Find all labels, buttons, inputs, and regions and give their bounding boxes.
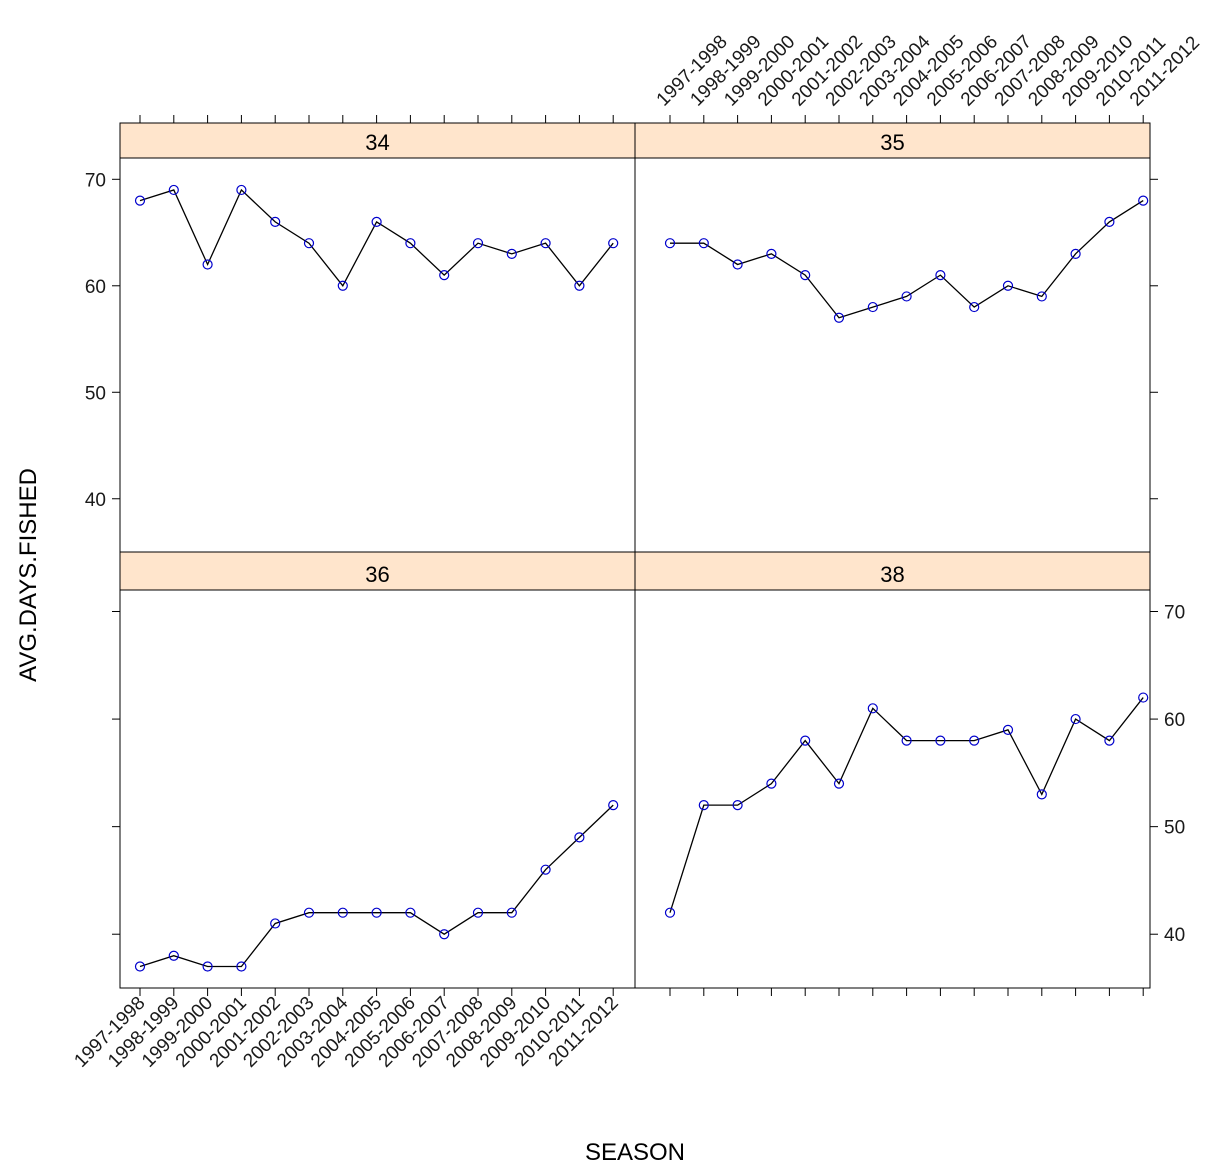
plot-frame-35 — [634, 157, 1151, 553]
y-tick-label-left-70: 70 — [85, 170, 106, 191]
data-point-35-2001-2002 — [800, 270, 811, 281]
data-point-34-1999-2000 — [202, 259, 213, 270]
series-line-34 — [139, 188, 614, 287]
y-tick-label-right-70: 70 — [1164, 603, 1185, 624]
data-point-35-1998-1999 — [698, 238, 709, 249]
data-point-36-2003-2004 — [337, 907, 348, 918]
panel-35: 35 — [634, 122, 1151, 553]
data-point-35-1997-1998 — [664, 238, 676, 249]
data-point-36-2006-2007 — [439, 929, 450, 940]
y-tick-label-right-60: 60 — [1164, 710, 1185, 731]
data-point-35-2006-2007 — [969, 301, 980, 313]
data-point-38-2009-2010 — [1070, 713, 1081, 725]
data-point-34-1998-1999 — [168, 184, 179, 196]
strip-label-38: 38 — [880, 562, 904, 587]
data-point-36-2001-2002 — [270, 918, 281, 929]
strip-label-35: 35 — [880, 130, 904, 155]
data-point-34-2000-2001 — [236, 184, 247, 196]
data-point-38-2010-2011 — [1104, 735, 1115, 746]
data-point-35-2005-2006 — [935, 270, 946, 281]
y-tick-label-left-40: 40 — [85, 490, 106, 511]
data-point-36-2004-2005 — [371, 907, 382, 918]
data-point-35-2009-2010 — [1070, 248, 1081, 259]
data-point-36-2000-2001 — [236, 961, 247, 972]
data-point-38-2003-2004 — [867, 703, 878, 714]
strip-35 — [634, 122, 1151, 159]
panel-34: 34 — [119, 122, 636, 553]
data-point-35-2003-2004 — [867, 301, 878, 313]
series-line-35 — [670, 200, 1144, 319]
strip-38 — [634, 551, 1151, 591]
data-point-36-2010-2011 — [574, 832, 585, 843]
data-point-38-2001-2002 — [800, 735, 811, 746]
data-point-36-2009-2010 — [540, 864, 551, 875]
data-point-35-2008-2009 — [1036, 291, 1047, 302]
data-point-34-2004-2005 — [371, 216, 382, 227]
y-tick-label-right-40: 40 — [1164, 925, 1185, 946]
y-tick-label-left-50: 50 — [85, 383, 106, 404]
data-point-34-2011-2012 — [608, 238, 619, 249]
data-point-38-2000-2001 — [766, 778, 777, 789]
panel-36: 36 — [119, 551, 636, 989]
data-point-38-2002-2003 — [833, 778, 845, 789]
data-point-34-2002-2003 — [303, 238, 315, 249]
data-point-38-2008-2009 — [1036, 789, 1047, 800]
ticks-layer: 40405050606070701997-19981997-19981998-1… — [70, 31, 1204, 1072]
data-point-36-2011-2012 — [608, 800, 619, 811]
y-tick-label-left-60: 60 — [85, 277, 106, 298]
data-point-36-1999-2000 — [202, 961, 213, 972]
panel-38: 38 — [634, 551, 1151, 989]
data-point-34-2010-2011 — [574, 280, 585, 291]
data-point-38-2007-2008 — [1002, 724, 1014, 735]
data-point-36-1998-1999 — [168, 950, 179, 961]
plot-frame-38 — [634, 589, 1151, 989]
panels-layer: 34 35 36 38 — [119, 122, 1151, 989]
series-line-38 — [669, 697, 1144, 913]
data-point-35-2002-2003 — [833, 312, 845, 323]
data-point-38-1997-1998 — [664, 907, 676, 918]
data-point-38-2004-2005 — [901, 735, 912, 746]
data-point-38-2006-2007 — [969, 735, 980, 746]
strip-label-34: 34 — [365, 130, 389, 155]
series-line-36 — [139, 804, 614, 968]
data-point-34-2008-2009 — [506, 248, 517, 259]
data-point-36-1997-1998 — [134, 961, 146, 972]
data-point-35-2000-2001 — [766, 248, 777, 259]
data-point-35-1999-2000 — [732, 259, 743, 270]
data-point-35-2011-2012 — [1138, 195, 1149, 206]
data-point-36-2002-2003 — [303, 907, 315, 918]
data-point-34-2005-2006 — [405, 238, 416, 249]
strip-label-36: 36 — [365, 562, 389, 587]
data-point-34-1997-1998 — [134, 195, 146, 206]
data-point-34-2009-2010 — [540, 238, 551, 249]
data-point-38-1999-2000 — [732, 800, 743, 811]
data-point-36-2008-2009 — [506, 907, 517, 918]
y-axis-title: AVG.DAYS.FISHED — [15, 468, 42, 682]
data-point-34-2006-2007 — [439, 270, 450, 281]
y-tick-label-right-50: 50 — [1164, 818, 1185, 839]
data-point-36-2007-2008 — [472, 907, 484, 918]
strip-36 — [119, 551, 636, 591]
data-point-35-2004-2005 — [901, 291, 912, 302]
data-point-34-2007-2008 — [472, 238, 484, 249]
data-point-34-2001-2002 — [270, 216, 281, 227]
data-point-35-2007-2008 — [1002, 280, 1014, 291]
data-point-38-2011-2012 — [1138, 692, 1149, 703]
strip-34 — [119, 122, 636, 159]
data-point-38-2005-2006 — [935, 735, 946, 746]
x-axis-title: SEASON — [585, 1139, 685, 1166]
data-point-38-1998-1999 — [698, 800, 709, 811]
data-point-34-2003-2004 — [337, 280, 348, 291]
plot-frame-36 — [119, 589, 636, 989]
data-point-36-2005-2006 — [405, 907, 416, 918]
data-point-35-2010-2011 — [1104, 216, 1115, 227]
